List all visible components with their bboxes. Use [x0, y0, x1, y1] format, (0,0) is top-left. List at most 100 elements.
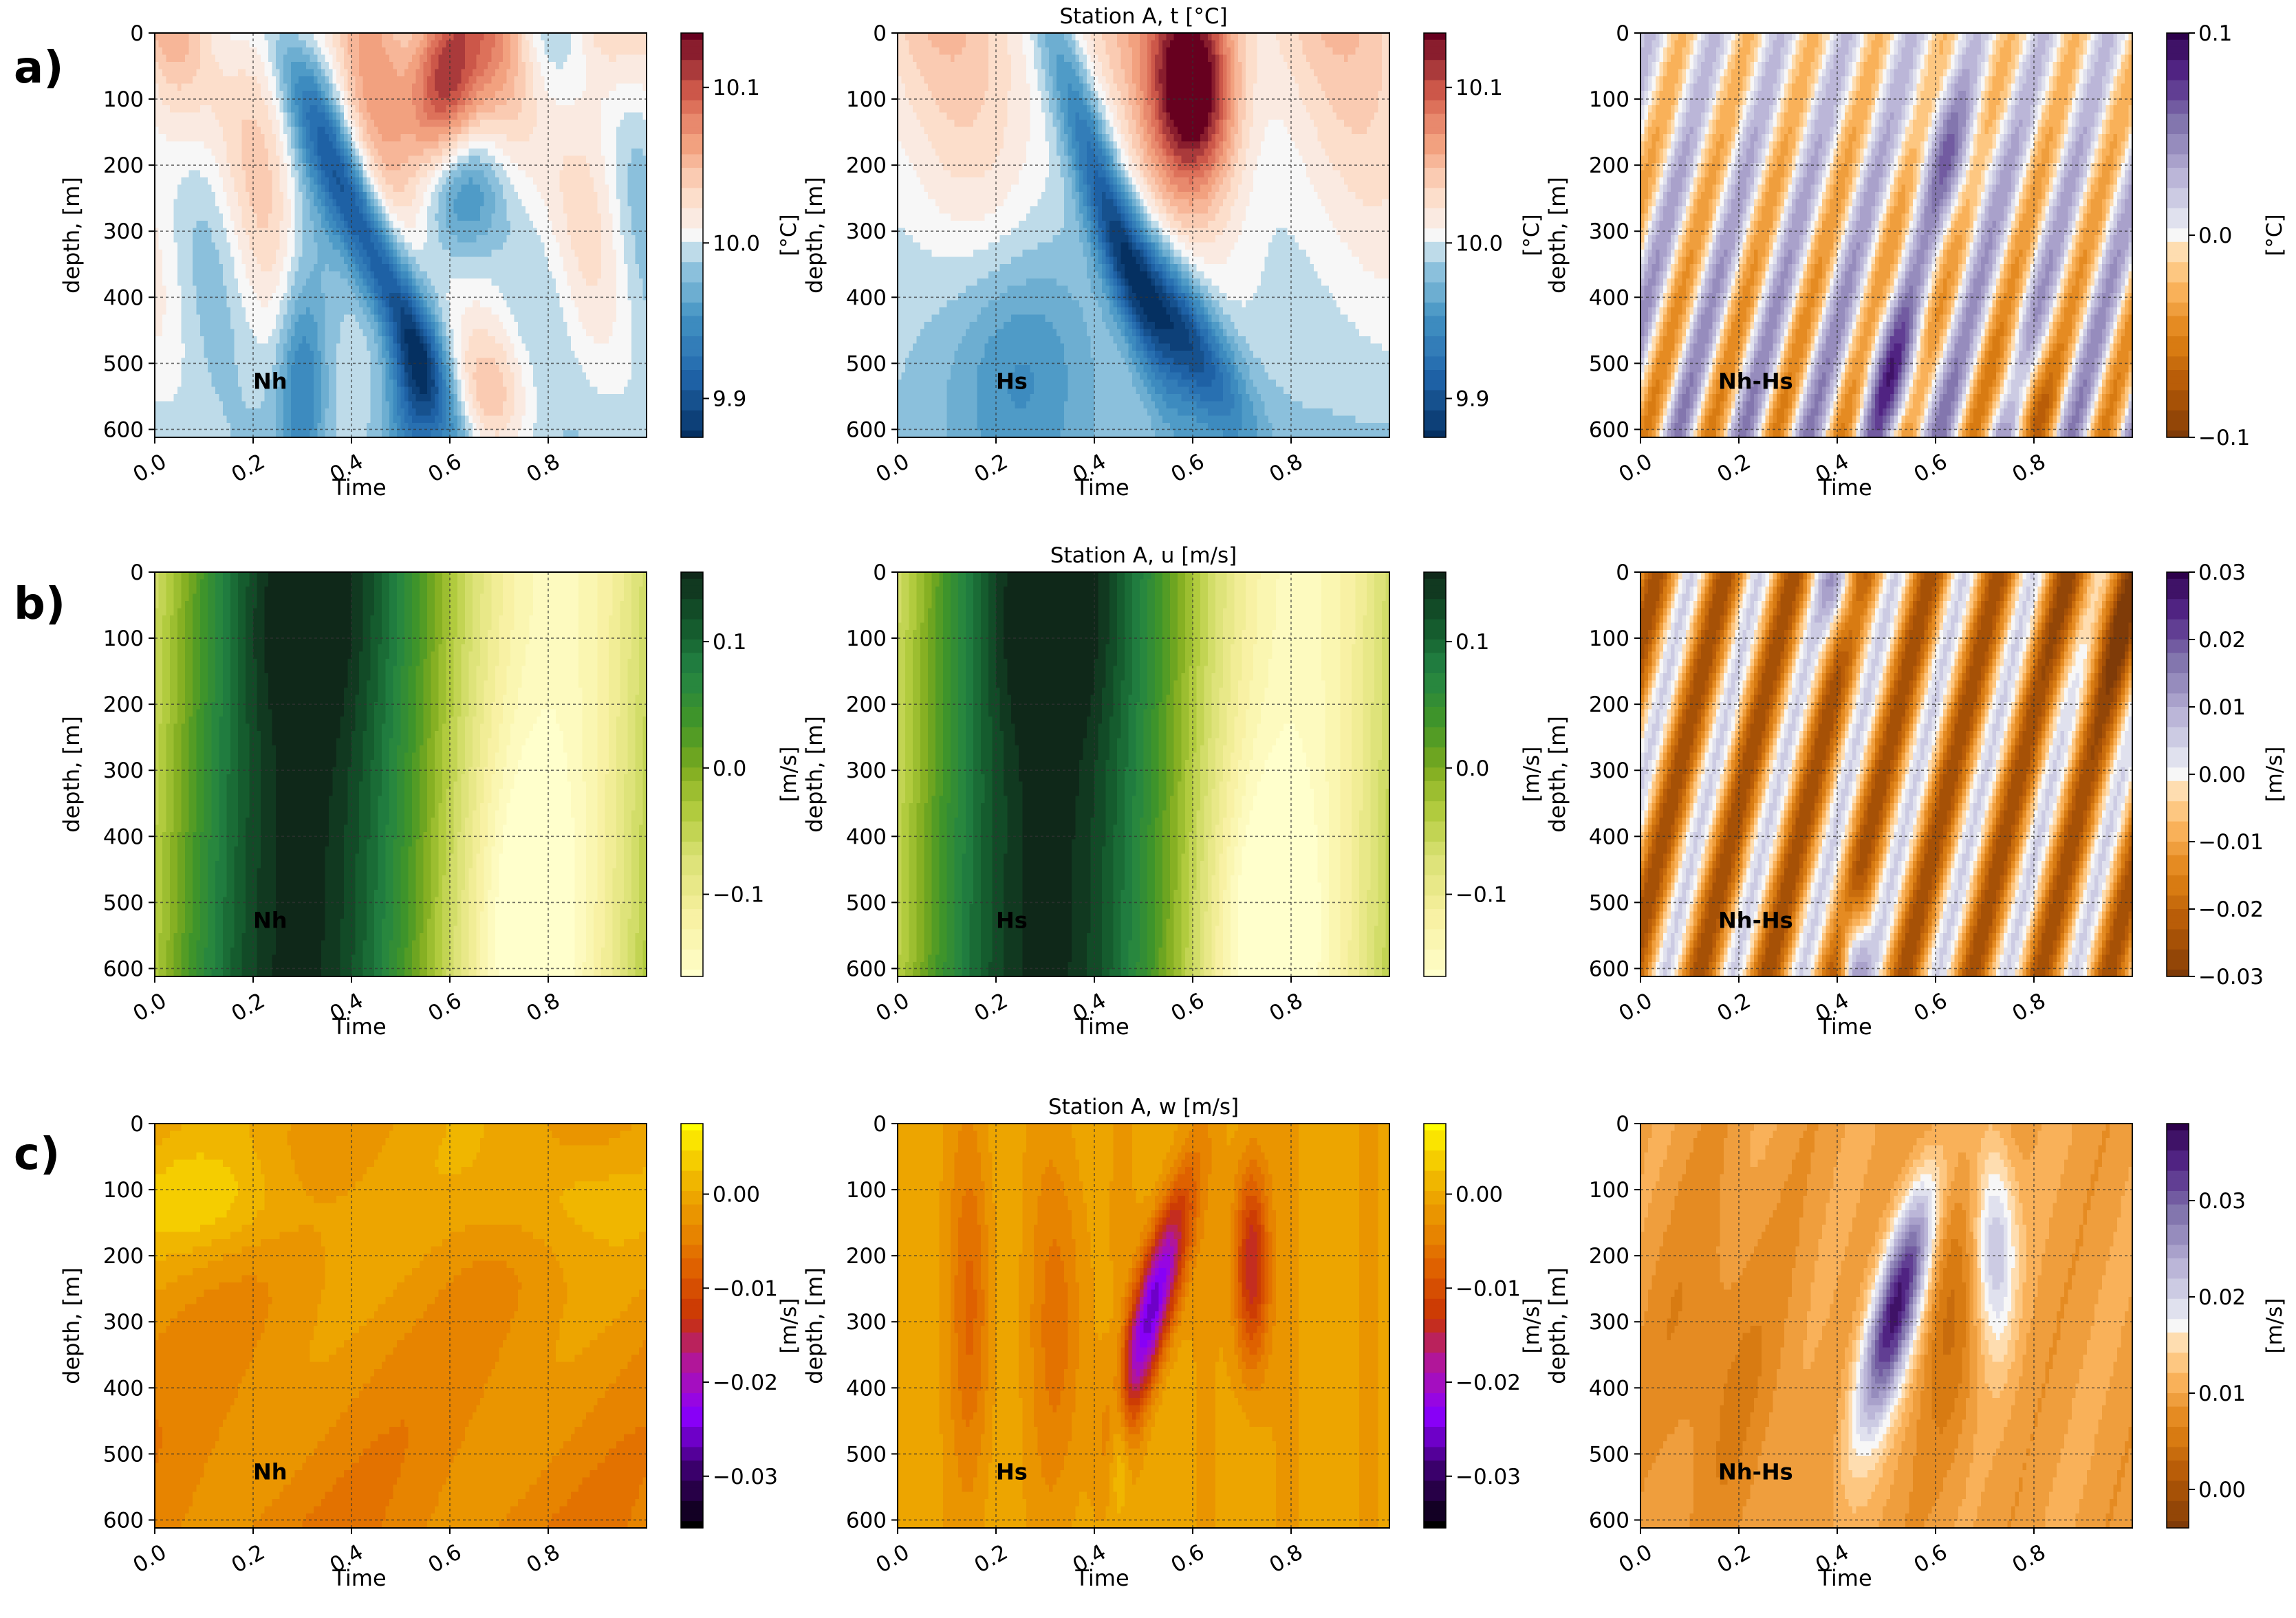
heatmap-cell [306, 272, 310, 279]
heatmap-cell [363, 149, 367, 156]
heatmap-cell [276, 47, 280, 55]
heatmap-cell [197, 243, 201, 250]
heatmap-cell [586, 55, 590, 63]
heatmap-cell [594, 185, 598, 193]
heatmap-cell [204, 76, 208, 84]
heatmap-cell [454, 228, 458, 236]
heatmap-cell [393, 185, 398, 193]
heatmap-cell [454, 221, 458, 228]
heatmap-cell [276, 171, 280, 178]
heatmap-cell [631, 163, 636, 171]
heatmap-cell [174, 76, 178, 84]
heatmap-cell [409, 120, 413, 127]
heatmap-cell [288, 286, 292, 294]
heatmap-cell [230, 307, 235, 315]
heatmap-cell [427, 206, 431, 214]
heatmap-cell [227, 214, 231, 221]
heatmap-cell [639, 278, 643, 286]
heatmap-cell [412, 76, 416, 84]
heatmap-cell [533, 62, 537, 69]
heatmap-cell [393, 47, 398, 55]
heatmap-cell [454, 142, 458, 149]
heatmap-cell [208, 300, 212, 308]
heatmap-cell [465, 257, 469, 265]
heatmap-cell [601, 235, 605, 243]
heatmap-cell [185, 264, 189, 272]
heatmap-cell [242, 177, 246, 185]
heatmap-cell [503, 69, 507, 77]
heatmap-cell [605, 120, 609, 127]
heatmap-cell [469, 62, 473, 69]
heatmap-cell [382, 105, 386, 113]
heatmap-cell [462, 91, 466, 98]
heatmap-cell [609, 113, 613, 120]
heatmap-cell [639, 171, 643, 178]
heatmap-cell [288, 278, 292, 286]
heatmap-cell [397, 278, 401, 286]
heatmap-cell [605, 300, 609, 308]
heatmap-cell [235, 171, 239, 178]
heatmap-cell [530, 185, 534, 193]
heatmap-cell [548, 127, 552, 135]
heatmap-cell [351, 69, 356, 77]
heatmap-cell [548, 257, 552, 265]
heatmap-cell [454, 163, 458, 171]
heatmap-cell [518, 221, 522, 228]
heatmap-cell [212, 41, 216, 48]
heatmap-cell [261, 171, 265, 178]
heatmap-cell [321, 228, 325, 236]
heatmap-cell [469, 33, 473, 41]
heatmap-cell [238, 149, 242, 156]
heatmap-cell [174, 177, 178, 185]
heatmap-cell [636, 127, 640, 135]
heatmap-cell [462, 199, 466, 207]
heatmap-cell [204, 171, 208, 178]
heatmap-cell [412, 206, 416, 214]
heatmap-cell [601, 163, 605, 171]
heatmap-cell [412, 134, 416, 142]
heatmap-cell [480, 120, 484, 127]
heatmap-cell [454, 171, 458, 178]
heatmap-cell [492, 163, 496, 171]
heatmap-cell [563, 127, 567, 135]
heatmap-cell [230, 235, 235, 243]
heatmap-cell [462, 192, 466, 199]
heatmap-cell [212, 206, 216, 214]
heatmap-cell [318, 156, 322, 164]
heatmap-cell [507, 300, 511, 308]
heatmap-cell [185, 163, 189, 171]
heatmap-cell [291, 113, 295, 120]
heatmap-cell [416, 171, 420, 178]
heatmap-cell [480, 47, 484, 55]
heatmap-cell [473, 33, 477, 41]
heatmap-cell [477, 199, 481, 207]
heatmap-cell [166, 105, 171, 113]
heatmap-cell [613, 127, 617, 135]
heatmap-cell [567, 257, 572, 265]
heatmap-cell [624, 235, 628, 243]
heatmap-cell [193, 149, 197, 156]
heatmap-cell [560, 105, 564, 113]
heatmap-cell [424, 33, 428, 41]
heatmap-cell [515, 163, 519, 171]
heatmap-cell [333, 62, 337, 69]
heatmap-cell [321, 257, 325, 265]
heatmap-cell [303, 163, 307, 171]
heatmap-cell [435, 250, 439, 257]
heatmap-cell [556, 286, 560, 294]
heatmap-cell [238, 47, 242, 55]
heatmap-cell [598, 62, 602, 69]
heatmap-cell [242, 206, 246, 214]
heatmap-cell [303, 105, 307, 113]
heatmap-cell [367, 192, 371, 199]
heatmap-cell [439, 55, 443, 63]
heatmap-cell [212, 33, 216, 41]
heatmap-cell [367, 272, 371, 279]
heatmap-cell [318, 127, 322, 135]
heatmap-cell [594, 127, 598, 135]
heatmap-cell [533, 55, 537, 63]
heatmap-cell [310, 300, 314, 308]
heatmap-cell [283, 206, 288, 214]
heatmap-cell [571, 113, 575, 120]
heatmap-cell [560, 134, 564, 142]
